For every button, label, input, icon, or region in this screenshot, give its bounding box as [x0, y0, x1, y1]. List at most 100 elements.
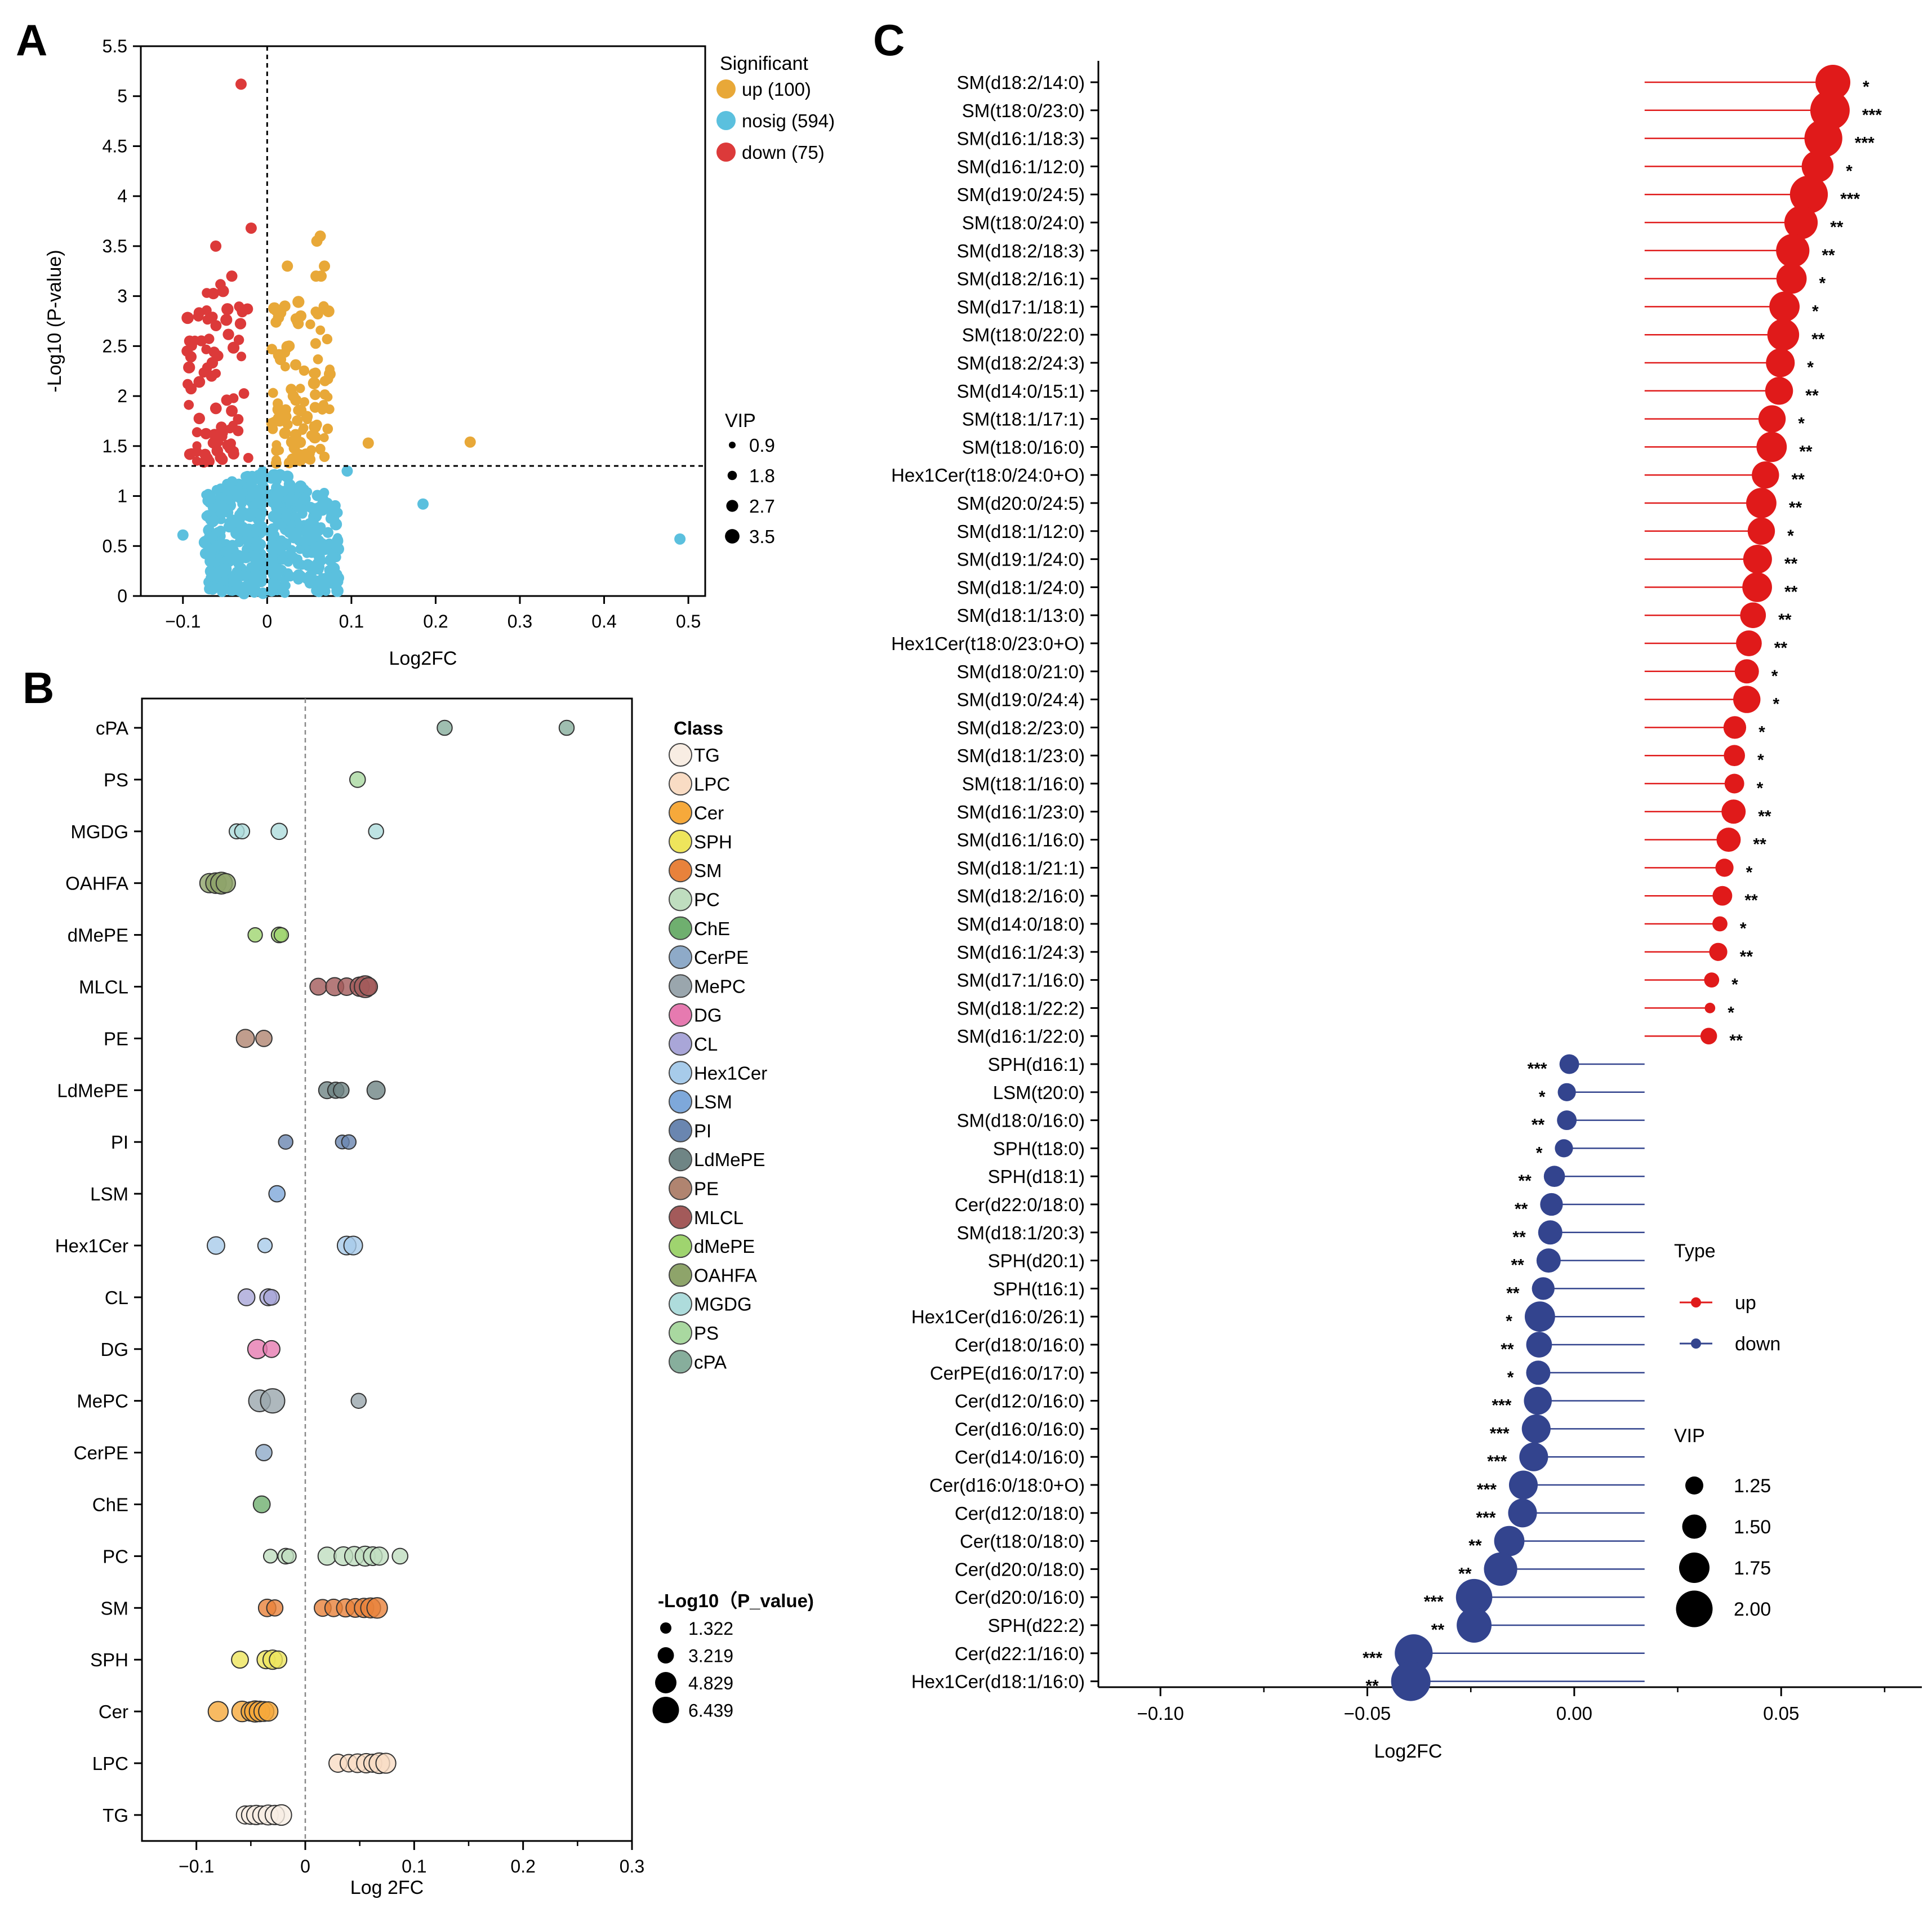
panel-b-legend-label: SM	[694, 860, 722, 881]
panel-c-dot-up	[1756, 432, 1787, 462]
panel-c-vip-marker	[1679, 1553, 1710, 1583]
panel-a-ytick-label: 4.5	[103, 136, 127, 156]
panel-b-legend-marker	[669, 800, 692, 825]
panel-c-vip-value: 1.75	[1734, 1558, 1771, 1579]
panel-a-point-down	[182, 379, 193, 389]
panel-c-item-label: Cer(d12:0/16:0)	[955, 1391, 1085, 1412]
panel-c-item-label: LSM(t20:0)	[993, 1082, 1085, 1103]
panel-b-legend-label: PI	[694, 1120, 711, 1141]
panel-c-dot-up	[1721, 799, 1746, 824]
panel-c-significance: *	[1507, 1368, 1514, 1387]
panel-c-dot-down	[1538, 1220, 1562, 1245]
panel-a-legend-label: down (75)	[742, 142, 825, 163]
panel-c-significance: *	[1819, 274, 1826, 293]
panel-a-ylabel: -Log10 (P-value)	[44, 250, 65, 392]
panel-c-item-label: SM(d17:1/16:0)	[957, 970, 1085, 991]
panel-c-item-label: SM(d16:1/16:0)	[957, 830, 1085, 851]
panel-c-significance: ***	[1424, 1593, 1444, 1611]
panel-c-item-label: SM(d19:1/24:0)	[957, 549, 1085, 570]
panel-a-point-nosig	[249, 587, 260, 598]
panel-b-legend-label: DG	[694, 1005, 722, 1026]
panel-b-category-label: DG	[101, 1339, 129, 1360]
panel-b-category-label: LdMePE	[57, 1080, 128, 1101]
panel-b-xlabel: Log 2FC	[350, 1877, 424, 1898]
panel-c-dot-down	[1455, 1578, 1493, 1616]
panel-b-legend-marker	[669, 743, 692, 767]
panel-b-size-value: 6.439	[688, 1701, 733, 1721]
panel-a-point-nosig	[225, 586, 235, 596]
panel-c-dot-down	[1391, 1661, 1431, 1701]
panel-b-category-label: SM	[101, 1598, 129, 1618]
panel-b-category-label: MePC	[77, 1391, 128, 1412]
panel-c-item-label: SM(d16:1/22:0)	[957, 1026, 1085, 1047]
panel-a-xtick-label: 0.3	[508, 611, 532, 631]
panel-a-point-nosig	[268, 550, 278, 560]
panel-a-point-up	[318, 301, 329, 312]
panel-b-point-pc	[391, 1547, 409, 1565]
panel-c-item-label: SPH(t16:1)	[993, 1278, 1085, 1299]
panel-a-point-up	[290, 313, 302, 324]
panel-a-point-nosig	[256, 525, 268, 537]
panel-c-dot-up	[1715, 859, 1734, 877]
panel-c-significance: **	[1458, 1564, 1472, 1583]
panel-b-point-mgdg	[234, 823, 251, 840]
panel-a-point-nosig	[276, 535, 287, 546]
panel-a-point-up	[305, 319, 315, 330]
panel-a-point-down	[210, 320, 222, 331]
panel-a-point-nosig	[204, 555, 217, 567]
panel-a-point-up	[310, 389, 321, 401]
panel-c-xtick-label: 0.05	[1763, 1703, 1799, 1724]
panel-c-dot-down	[1484, 1552, 1517, 1586]
panel-b-category-label: OAHFA	[65, 873, 128, 894]
panel-a-point-nosig	[213, 527, 222, 537]
panel-b-legend-marker	[669, 1003, 692, 1027]
panel-a-point-down	[184, 335, 195, 347]
panel-a-point-nosig	[206, 569, 219, 582]
panel-b-legend-label: LdMePE	[694, 1149, 765, 1170]
panel-c-item-label: SM(d18:1/13:0)	[957, 605, 1085, 626]
panel-b-legend-label: PC	[694, 889, 720, 910]
panel-a-point-nosig	[272, 495, 282, 505]
panel-a-point-nosig	[330, 517, 340, 527]
panel-a-point-nosig	[255, 508, 267, 519]
panel-c-significance: ***	[1855, 134, 1875, 153]
panel-b-category-label: Cer	[99, 1701, 128, 1722]
panel-c-item-label: SM(d18:1/24:0)	[957, 577, 1085, 598]
panel-c-dot-up	[1743, 545, 1772, 574]
panel-a-point-down	[234, 318, 247, 330]
panel-a-point-down	[200, 428, 212, 439]
panel-b-point-sm	[366, 1597, 388, 1619]
panel-b-point-cl	[263, 1289, 280, 1306]
panel-c-significance: *	[1846, 162, 1853, 180]
panel-c-xtick-label: −0.10	[1137, 1703, 1184, 1724]
panel-c-significance: **	[1729, 1031, 1743, 1050]
panel-b-category-label: PS	[104, 770, 128, 790]
panel-c-xtick-label: −0.05	[1344, 1703, 1391, 1724]
panel-c-dot-down	[1524, 1386, 1552, 1415]
panel-b-category-label: cPA	[96, 718, 128, 739]
panel-a-legend-marker	[716, 143, 736, 162]
panel-a-point-up	[308, 377, 320, 390]
panel-c-vip-marker	[1685, 1476, 1703, 1495]
panel-a-point-up	[271, 440, 282, 450]
panel-c-item-label: Hex1Cer(t18:0/24:0+O)	[891, 465, 1085, 486]
panel-c-dot-up	[1801, 150, 1834, 183]
panel-a-point-down	[245, 222, 257, 234]
panel-b-point-cerpe	[255, 1444, 273, 1461]
panel-c-significance: *	[1798, 415, 1805, 433]
panel-a-point-nosig	[310, 520, 320, 530]
panel-b-point-hex1cer	[207, 1236, 225, 1255]
panel-b-point-sph	[231, 1651, 249, 1669]
panel-a-point-down	[202, 314, 213, 325]
panel-b-point-lsm	[268, 1185, 286, 1203]
panel-c-item-label: SM(d16:1/24:3)	[957, 942, 1085, 963]
panel-c-significance: **	[1791, 470, 1805, 489]
panel-c-type-marker	[1691, 1297, 1701, 1307]
panel-a-point-down	[203, 333, 215, 344]
panel-a-point-nosig	[292, 569, 305, 581]
panel-a-xtick-label: 0.4	[591, 611, 616, 631]
panel-a-point-up	[287, 390, 299, 402]
panel-c-dot-up	[1724, 773, 1744, 794]
panel-a-point-nosig	[322, 527, 333, 539]
